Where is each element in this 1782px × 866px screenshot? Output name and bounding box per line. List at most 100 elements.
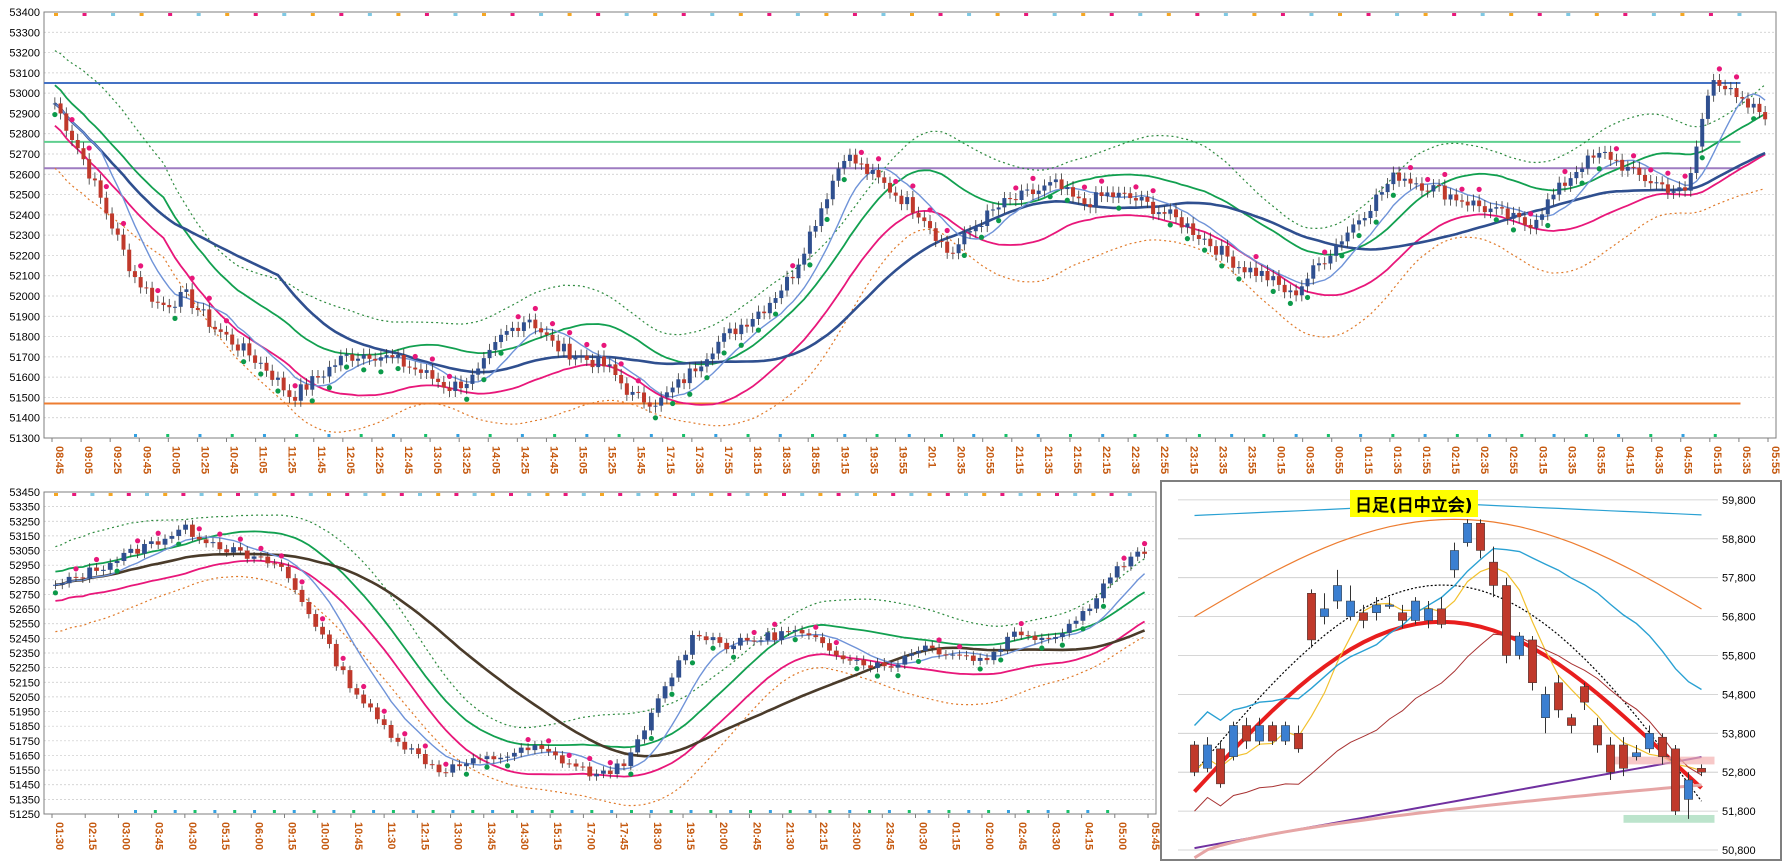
top-marker — [399, 493, 404, 496]
candle-body — [132, 271, 137, 278]
candle-body — [964, 655, 969, 657]
bottom-marker — [778, 434, 782, 437]
signal-dot — [875, 156, 882, 162]
x-tick-label: 05:15 — [1711, 446, 1723, 474]
x-tick-label: 23:45 — [883, 822, 895, 850]
candle-body — [172, 306, 177, 308]
candle-body — [579, 355, 584, 357]
signal-dot — [155, 530, 161, 536]
candle-body — [840, 655, 846, 660]
candle-body — [407, 366, 412, 368]
signal-dot — [443, 761, 449, 767]
candle-body — [1094, 598, 1100, 609]
candle-body — [80, 577, 86, 579]
candle-body — [1099, 192, 1104, 196]
daily-candle — [1398, 612, 1407, 621]
candle-body — [830, 180, 835, 200]
candle-body — [613, 364, 618, 376]
candle-body — [52, 103, 57, 105]
x-tick-label: 10:45 — [352, 822, 364, 850]
bottom-marker — [590, 810, 594, 813]
candle-body — [669, 677, 675, 687]
y-tick-label: 53450 — [9, 487, 40, 499]
candle-body — [1471, 200, 1476, 206]
x-tick-label: 01:35 — [1391, 446, 1403, 474]
bottom-marker — [332, 810, 336, 813]
candle-body — [1107, 577, 1113, 584]
signal-dot — [689, 660, 696, 666]
candle-body — [1093, 192, 1098, 208]
candle-body — [1036, 190, 1041, 195]
daily-candle — [1593, 725, 1602, 746]
top-marker — [1127, 493, 1132, 496]
x-tick-label: 04:35 — [1653, 446, 1665, 474]
candle-body — [1139, 196, 1144, 201]
y-tick-label: 52600 — [9, 169, 40, 181]
candle-body — [1677, 187, 1682, 192]
y-tick-label: 52450 — [9, 633, 40, 645]
candle-body — [716, 341, 721, 354]
signal-dot — [532, 305, 538, 312]
candle-body — [450, 764, 456, 773]
bottom-marker — [788, 810, 792, 813]
candle-body — [477, 758, 483, 760]
candle-body — [1288, 290, 1293, 293]
daily-candle — [1216, 748, 1225, 785]
candle-body — [75, 139, 80, 149]
daily-candle — [1281, 725, 1290, 742]
candle-body — [738, 637, 743, 646]
candle-body — [539, 745, 545, 749]
top-marker — [624, 13, 629, 16]
candle-body — [895, 664, 901, 668]
x-tick-label: 04:15 — [1624, 446, 1636, 474]
top-marker — [424, 13, 429, 16]
daily-candle — [1450, 550, 1459, 571]
signal-dot — [893, 178, 899, 185]
top-marker — [1708, 13, 1713, 16]
candle-body — [1032, 635, 1038, 640]
candle-body — [1379, 192, 1384, 195]
signal-dot — [223, 318, 230, 324]
bottom-marker — [553, 434, 557, 437]
candle-body — [176, 529, 182, 537]
signal-dot — [1459, 186, 1465, 192]
y-tick-label: 52500 — [9, 190, 40, 202]
candle-body — [396, 354, 401, 358]
candle-body — [717, 637, 723, 643]
candle-body — [882, 177, 887, 183]
signal-dot — [841, 176, 847, 183]
candle-body — [751, 640, 757, 642]
top-marker — [139, 13, 144, 16]
signal-dot — [1339, 253, 1345, 259]
candle-body — [1276, 276, 1281, 285]
candle-body — [799, 630, 805, 634]
top-marker — [539, 13, 544, 16]
top-marker — [581, 493, 586, 496]
bottom-marker — [530, 810, 534, 813]
candle-body — [270, 370, 275, 380]
candle-body — [553, 751, 558, 756]
bottom-marker — [1391, 434, 1395, 437]
candle-body — [374, 707, 380, 720]
mid-ma — [54, 102, 1766, 374]
y-tick-label: 52300 — [9, 230, 40, 242]
y-tick-label: 53150 — [9, 531, 40, 543]
top-marker — [596, 13, 601, 16]
candle-body — [854, 659, 860, 661]
candle-body — [184, 289, 189, 292]
candle-body — [893, 192, 898, 196]
top-marker — [108, 493, 113, 496]
candle-body — [1705, 95, 1710, 119]
x-tick-label: 19:15 — [838, 446, 850, 474]
candle-body — [409, 748, 415, 750]
candle-body — [292, 578, 298, 590]
x-tick-label: 03:30 — [1049, 822, 1061, 850]
candle-body — [470, 374, 475, 384]
signal-dot — [910, 183, 916, 189]
signal-dot — [669, 691, 675, 697]
bottom-marker — [312, 810, 316, 813]
candle-body — [1048, 182, 1053, 186]
bottom-marker — [848, 810, 852, 813]
bottom-marker — [709, 810, 713, 813]
candle-body — [614, 763, 620, 775]
